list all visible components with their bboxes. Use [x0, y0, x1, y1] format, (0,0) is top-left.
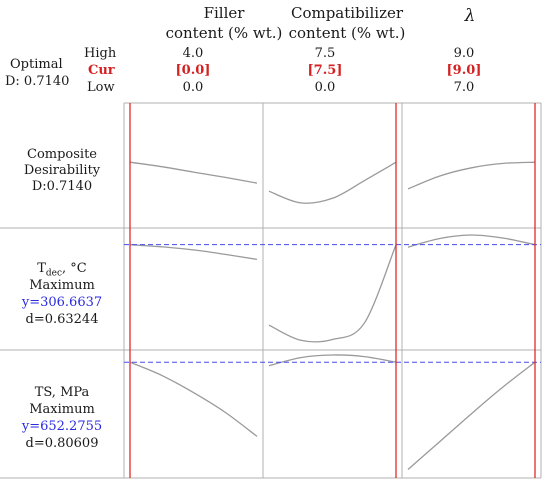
factor-3-high: 9.0	[453, 46, 475, 61]
row-1-label-line3: D:0.7140	[31, 179, 93, 194]
factor-2-high: 7.5	[314, 46, 336, 61]
row-2-label-line1: Tdec, °C	[0, 262, 124, 279]
row-2-y-value: y=306.6637	[21, 295, 103, 310]
response-curve-row2-factor1	[129, 244, 258, 261]
factor-1-name-line1: Filler	[203, 4, 245, 22]
row-3-d-value: d=0.80609	[25, 436, 99, 451]
response-curve-row1-factor1	[129, 161, 258, 184]
cur-label: Cur	[88, 63, 115, 78]
factor-2-cur: [7.5]	[307, 63, 343, 78]
factor-3-cur: [9.0]	[446, 63, 482, 78]
response-curve-row3-factor3	[407, 361, 536, 470]
response-curve-row3-factor2	[268, 354, 397, 367]
response-curve-row2-factor3	[407, 234, 536, 248]
response-curve-row2-factor2	[268, 244, 397, 343]
row-2-label-main: T	[37, 261, 46, 276]
optimal-d-value: D: 0.7140	[5, 74, 70, 89]
response-curve-row1-factor3	[407, 161, 536, 190]
row-3-goal: Maximum	[29, 402, 95, 417]
row-3-y-value: y=652.2755	[21, 419, 103, 434]
row-2-label-sub: dec	[45, 268, 63, 279]
factor-1-high: 4.0	[182, 46, 204, 61]
row-2-goal: Maximum	[29, 278, 95, 293]
factor-3-low: 7.0	[453, 80, 475, 95]
factor-2-low: 0.0	[314, 80, 336, 95]
factor-1-cur: [0.0]	[175, 63, 211, 78]
factor-1-low: 0.0	[182, 80, 204, 95]
row-2-d-value: d=0.63244	[25, 312, 99, 327]
optimal-label: Optimal	[10, 57, 63, 72]
factor-2-name-line1: Compatibilizer	[290, 4, 404, 22]
row-3-label-line1: TS, MPa	[34, 385, 90, 400]
factor-1-name-line2: content (% wt.)	[165, 24, 283, 42]
row-1-label-line1: Composite	[27, 147, 97, 162]
response-curve-row3-factor1	[129, 361, 258, 437]
row-2-label-unit: , °C	[62, 261, 87, 276]
low-label: Low	[87, 80, 115, 95]
row-1-label-line2: Desirability	[23, 163, 101, 178]
response-curve-row1-factor2	[268, 161, 397, 204]
high-label: High	[84, 46, 117, 61]
factor-3-name: λ	[464, 6, 476, 26]
factor-2-name-line2: content (% wt.)	[288, 24, 406, 42]
